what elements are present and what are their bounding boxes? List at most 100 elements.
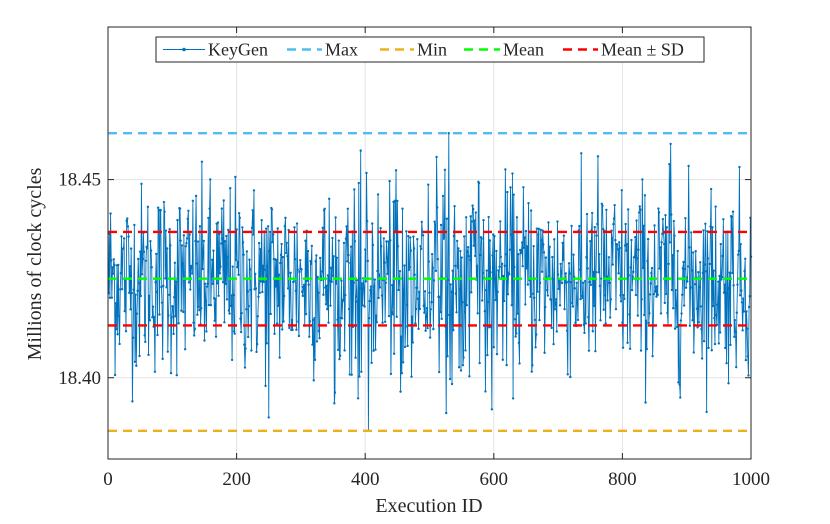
keygen-data-point [111, 266, 114, 269]
keygen-data-point [115, 328, 118, 331]
keygen-data-point [271, 240, 274, 244]
keygen-data-point [137, 281, 141, 285]
keygen-data-point [740, 301, 744, 304]
keygen-data-point [391, 283, 394, 287]
x-tick-label: 400 [351, 469, 380, 490]
keygen-data-point [533, 318, 537, 322]
keygen-data-point [628, 347, 632, 350]
keygen-data-point [414, 307, 418, 311]
keygen-data-point [239, 317, 242, 320]
keygen-data-point [275, 322, 279, 325]
keygen-data-point [721, 254, 724, 258]
keygen-data-point [190, 264, 193, 268]
keygen-data-point [241, 241, 245, 244]
keygen-data-point [696, 326, 699, 329]
plot-frame [107, 26, 752, 460]
keygen-data-point [257, 295, 260, 298]
keygen-data-point [734, 330, 737, 334]
keygen-data-point [463, 310, 467, 314]
keygen-data-point [300, 268, 303, 271]
keygen-data-point [236, 260, 240, 264]
keygen-data-point [206, 282, 209, 285]
keygen-data-point [678, 383, 681, 386]
keygen-data-point [547, 274, 551, 278]
keygen-data-point [252, 189, 256, 192]
keygen-data-point [135, 312, 139, 315]
keygen-data-point [108, 232, 111, 236]
keygen-data-point [194, 239, 197, 243]
keygen-data-point [369, 285, 373, 288]
keygen-data-point [697, 321, 701, 324]
keygen-data-point [445, 217, 449, 220]
keygen-data-point [323, 207, 326, 210]
keygen-data-point [657, 211, 661, 214]
keygen-data-point [601, 227, 605, 231]
keygen-data-point [250, 226, 254, 230]
keygen-data-point [468, 375, 471, 378]
keygen-data-point [268, 230, 272, 234]
keygen-data-point [583, 331, 586, 335]
keygen-data-point [427, 183, 430, 186]
keygen-data-point [457, 366, 461, 369]
keygen-data-point [672, 307, 675, 310]
keygen-data-point [306, 249, 310, 253]
keygen-data-point [266, 265, 269, 268]
keygen-data-point [172, 332, 175, 336]
keygen-data-point [677, 381, 680, 384]
keygen-data-point [659, 246, 662, 249]
keygen-data-point [623, 244, 627, 247]
keygen-data-point [231, 265, 234, 268]
keygen-data-point [343, 349, 346, 352]
keygen-data-point [264, 227, 268, 230]
keygen-data-point [331, 236, 334, 240]
keygen-data-point [187, 281, 191, 284]
keygen-data-point [633, 255, 636, 258]
keygen-data-point [221, 237, 224, 240]
keygen-data-point [608, 316, 612, 319]
keygen-data-point [246, 335, 250, 339]
keygen-data-point [344, 237, 348, 241]
keygen-data-point [508, 273, 511, 276]
keygen-data-point [580, 152, 583, 155]
keygen-data-point [596, 155, 600, 158]
keygen-data-point [728, 271, 731, 274]
keygen-data-point [715, 313, 718, 317]
keygen-data-point [391, 313, 395, 316]
keygen-data-point [554, 298, 558, 301]
keygen-data-point [459, 369, 463, 372]
keygen-data-point [609, 298, 613, 301]
keygen-data-point [531, 363, 534, 367]
keygen-data-point [222, 199, 225, 202]
keygen-data-point [191, 199, 195, 203]
keygen-data-point [128, 291, 131, 294]
keygen-data-point [630, 288, 634, 292]
keygen-data-point [131, 400, 134, 403]
keygen-data-point [650, 266, 654, 270]
keygen-data-point [434, 223, 437, 226]
keygen-data-point [432, 327, 435, 331]
keygen-data-point [374, 314, 378, 317]
keygen-data-point [488, 239, 492, 242]
keygen-data-point [416, 238, 419, 241]
keygen-data-point [418, 307, 422, 311]
keygen-data-point [638, 205, 641, 208]
keygen-data-point [220, 207, 224, 210]
keygen-data-point [445, 411, 448, 415]
keygen-data-point [452, 328, 455, 332]
keygen-data-point [347, 253, 350, 257]
keygen-data-point [132, 288, 135, 291]
keygen-data-point [281, 255, 285, 259]
keygen-data-point [396, 199, 399, 203]
keygen-data-point [134, 293, 137, 296]
keygen-data-point [151, 316, 154, 319]
keygen-data-point [176, 218, 179, 222]
keygen-data-point [533, 296, 536, 300]
keygen-data-point [155, 252, 158, 256]
keygen-data-point [499, 220, 502, 223]
keygen-data-point [313, 316, 316, 320]
x-tick-label: 600 [480, 469, 509, 490]
keygen-data-point [283, 225, 287, 228]
keygen-data-point [161, 357, 164, 361]
keygen-data-point [349, 245, 353, 248]
keygen-data-point [230, 294, 233, 297]
